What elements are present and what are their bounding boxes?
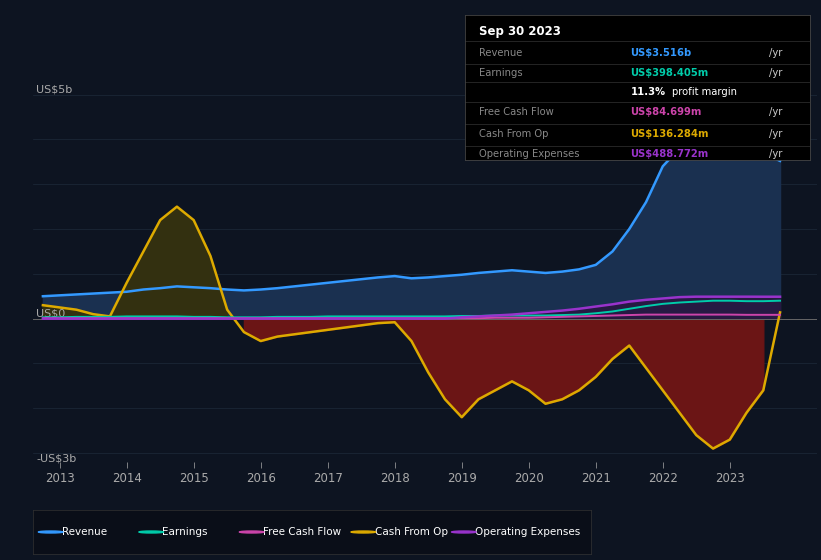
Text: US$488.772m: US$488.772m (631, 149, 709, 159)
Text: Cash From Op: Cash From Op (374, 527, 447, 537)
Text: US$398.405m: US$398.405m (631, 68, 709, 78)
Text: Earnings: Earnings (479, 68, 522, 78)
Text: Operating Expenses: Operating Expenses (475, 527, 580, 537)
Text: 11.3%: 11.3% (631, 87, 666, 97)
Text: Cash From Op: Cash From Op (479, 129, 548, 139)
Text: /yr: /yr (768, 149, 782, 159)
Text: /yr: /yr (768, 48, 782, 58)
Text: /yr: /yr (768, 68, 782, 78)
Text: Revenue: Revenue (479, 48, 522, 58)
Text: /yr: /yr (768, 107, 782, 117)
Text: Revenue: Revenue (62, 527, 107, 537)
Text: Free Cash Flow: Free Cash Flow (479, 107, 553, 117)
Circle shape (452, 531, 476, 533)
Circle shape (39, 531, 63, 533)
Text: US$5b: US$5b (36, 85, 72, 95)
Text: US$136.284m: US$136.284m (631, 129, 709, 139)
Circle shape (240, 531, 264, 533)
Text: Free Cash Flow: Free Cash Flow (263, 527, 341, 537)
Circle shape (139, 531, 163, 533)
Text: Earnings: Earnings (163, 527, 208, 537)
Text: Sep 30 2023: Sep 30 2023 (479, 25, 561, 38)
Text: US$84.699m: US$84.699m (631, 107, 702, 117)
Text: US$0: US$0 (36, 309, 66, 319)
Text: -US$3b: -US$3b (36, 453, 76, 463)
Circle shape (351, 531, 376, 533)
Text: /yr: /yr (768, 129, 782, 139)
Text: Operating Expenses: Operating Expenses (479, 149, 580, 159)
Text: US$3.516b: US$3.516b (631, 48, 692, 58)
Text: profit margin: profit margin (672, 87, 737, 97)
